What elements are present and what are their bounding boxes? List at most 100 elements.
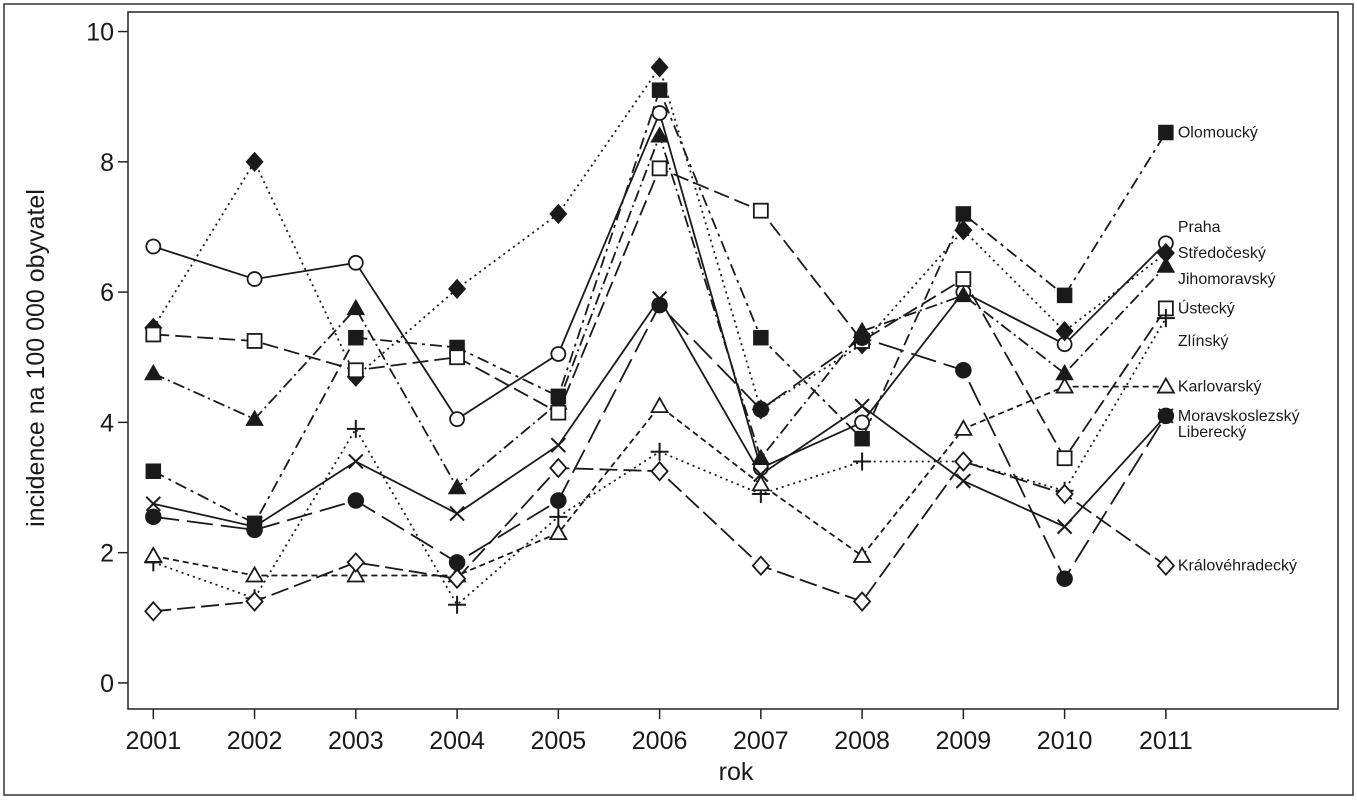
data-point-praha xyxy=(550,346,567,362)
data-point-moravskoslezsky xyxy=(1056,570,1073,587)
data-point-ustecky xyxy=(347,362,364,379)
data-point-olomoucky xyxy=(348,329,364,346)
data-point-zlinsky xyxy=(853,452,872,471)
data-point-praha xyxy=(145,238,162,255)
data-point-moravskoslezsky xyxy=(347,492,365,509)
data-point-karlovarsky xyxy=(245,565,265,583)
x-tick-label: 2005 xyxy=(531,727,587,755)
data-point-karlovarsky xyxy=(751,474,771,492)
data-point-liberecky xyxy=(550,437,567,453)
x-tick-label: 2006 xyxy=(632,727,688,755)
data-point-liberecky xyxy=(145,496,162,512)
data-point-ustecky xyxy=(550,404,567,421)
data-point-praha xyxy=(854,414,871,431)
data-point-ustecky xyxy=(1056,450,1073,467)
data-point-kralovehradecky xyxy=(245,591,264,612)
data-point-jihomoravsky xyxy=(245,409,264,426)
data-point-jihomoravsky xyxy=(447,478,467,495)
data-point-karlovarsky xyxy=(548,523,568,541)
series-label-jihomoravsky: Jihomoravský xyxy=(1178,271,1276,288)
x-tick-label: 2001 xyxy=(126,727,182,755)
y-axis-title: incidence na 100 000 obyvatel xyxy=(22,189,50,527)
data-point-zlinsky xyxy=(650,442,669,461)
data-point-moravskoslezsky xyxy=(448,554,466,571)
series-label-zlinsky: Zlínský xyxy=(1178,333,1229,350)
data-point-moravskoslezsky xyxy=(752,401,770,418)
series-label-moravskoslezsky: Moravskoslezský xyxy=(1178,408,1300,425)
data-point-liberecky xyxy=(651,290,668,307)
data-point-kralovehradecky xyxy=(447,568,467,590)
data-point-praha xyxy=(246,271,263,287)
data-point-olomoucky xyxy=(854,430,870,447)
data-point-karlovarsky xyxy=(953,419,973,436)
data-point-olomoucky xyxy=(1056,287,1073,304)
data-point-zlinsky xyxy=(346,419,365,438)
y-tick-label: 8 xyxy=(100,149,114,177)
data-point-jihomoravsky xyxy=(954,285,973,303)
data-point-kralovehradecky xyxy=(1156,555,1176,577)
data-point-ustecky xyxy=(145,326,162,343)
data-point-zlinsky xyxy=(448,595,467,614)
data-point-kralovehradecky xyxy=(1055,483,1074,505)
x-tick-label: 2011 xyxy=(1139,727,1193,755)
data-point-zlinsky xyxy=(1156,309,1175,328)
data-point-ustecky xyxy=(651,160,668,177)
data-point-olomoucky xyxy=(1158,124,1174,141)
x-tick-label: 2008 xyxy=(834,727,890,755)
data-point-liberecky xyxy=(348,453,364,470)
y-tick-label: 10 xyxy=(86,19,114,47)
data-point-liberecky xyxy=(449,505,465,522)
data-point-kralovehradecky xyxy=(549,457,568,479)
x-tick-label: 2007 xyxy=(733,727,789,755)
data-point-jihomoravsky xyxy=(751,448,771,465)
data-point-olomoucky xyxy=(955,206,972,222)
data-point-jihomoravsky xyxy=(144,364,163,381)
data-point-zlinsky xyxy=(549,507,568,526)
data-point-ustecky xyxy=(246,333,263,349)
series-label-karlovarsky: Karlovarský xyxy=(1178,379,1262,396)
series-label-praha: Praha xyxy=(1178,219,1221,236)
data-point-stredocesky xyxy=(245,151,264,172)
data-point-praha xyxy=(347,254,364,271)
data-point-stredocesky xyxy=(1055,321,1074,342)
data-point-jihomoravsky xyxy=(650,126,669,143)
data-point-moravskoslezsky xyxy=(145,508,162,526)
data-point-liberecky xyxy=(753,466,769,483)
data-point-kralovehradecky xyxy=(751,555,771,577)
data-point-karlovarsky xyxy=(1156,376,1176,394)
data-point-karlovarsky xyxy=(1055,376,1075,394)
x-tick-label: 2009 xyxy=(936,727,992,755)
series-label-stredocesky: Středočeský xyxy=(1178,245,1266,262)
x-tick-label: 2010 xyxy=(1037,727,1093,755)
data-point-stredocesky xyxy=(448,278,467,299)
data-point-kralovehradecky xyxy=(144,600,163,622)
data-point-olomoucky xyxy=(651,82,668,98)
data-point-liberecky xyxy=(1056,518,1073,535)
data-point-ustecky xyxy=(752,202,769,219)
data-point-kralovehradecky xyxy=(954,451,973,472)
y-tick-label: 0 xyxy=(100,670,114,698)
data-point-ustecky xyxy=(449,349,465,366)
y-axis: 0 2 4 6 8 10 xyxy=(86,19,128,698)
data-point-karlovarsky xyxy=(143,546,163,563)
data-point-jihomoravsky xyxy=(1156,256,1176,273)
data-point-moravskoslezsky xyxy=(550,492,567,509)
data-point-kralovehradecky xyxy=(650,460,669,482)
series-label-liberecky: Liberecký xyxy=(1178,424,1246,441)
image-border xyxy=(3,3,1354,796)
y-tick-label: 2 xyxy=(100,540,114,568)
data-point-moravskoslezsky xyxy=(246,521,263,539)
y-tick-label: 4 xyxy=(100,409,114,437)
series-markers xyxy=(143,57,1176,622)
x-tick-label: 2003 xyxy=(328,727,384,755)
data-point-stredocesky xyxy=(549,203,568,225)
series-labels: Olomoucký Praha Středočeský Jihomoravský Úst… xyxy=(1178,125,1300,575)
series-label-kralovehradecky: Královéhradecký xyxy=(1178,558,1297,575)
data-point-praha xyxy=(449,411,465,428)
data-point-praha xyxy=(651,105,668,121)
data-point-liberecky xyxy=(1158,408,1174,424)
data-point-stredocesky xyxy=(954,220,973,241)
series-label-olomoucky: Olomoucký xyxy=(1178,125,1258,142)
